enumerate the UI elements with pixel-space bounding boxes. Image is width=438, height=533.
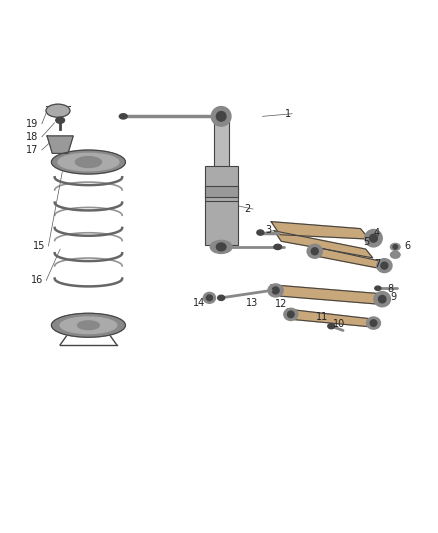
- Ellipse shape: [58, 154, 119, 171]
- Ellipse shape: [210, 240, 232, 254]
- Ellipse shape: [381, 262, 388, 269]
- Ellipse shape: [284, 308, 298, 320]
- Text: 3: 3: [265, 225, 271, 236]
- Polygon shape: [311, 246, 388, 270]
- Text: 16: 16: [31, 276, 43, 286]
- Text: 4: 4: [374, 228, 380, 238]
- Ellipse shape: [75, 157, 102, 167]
- Text: 2: 2: [244, 204, 251, 214]
- Ellipse shape: [393, 245, 397, 249]
- Text: 11: 11: [315, 312, 328, 322]
- Ellipse shape: [307, 244, 322, 258]
- Ellipse shape: [212, 107, 231, 126]
- Text: 1: 1: [285, 109, 291, 119]
- Text: 5: 5: [363, 237, 369, 247]
- Text: 18: 18: [26, 132, 39, 142]
- Ellipse shape: [268, 284, 283, 297]
- Polygon shape: [287, 309, 377, 327]
- Text: 12: 12: [275, 300, 287, 309]
- Ellipse shape: [206, 295, 212, 301]
- Ellipse shape: [216, 243, 226, 251]
- Bar: [205, 186, 238, 197]
- Text: 8: 8: [387, 284, 393, 294]
- Polygon shape: [274, 231, 373, 258]
- Text: 9: 9: [390, 292, 396, 302]
- Ellipse shape: [218, 295, 225, 301]
- Text: 7: 7: [374, 260, 380, 269]
- Ellipse shape: [78, 321, 99, 329]
- Bar: [205, 166, 238, 245]
- Ellipse shape: [328, 324, 335, 329]
- Text: 6: 6: [404, 240, 410, 251]
- Ellipse shape: [257, 230, 264, 235]
- Text: 17: 17: [26, 145, 39, 155]
- Ellipse shape: [311, 248, 318, 255]
- Ellipse shape: [60, 317, 117, 334]
- Text: 14: 14: [193, 298, 205, 309]
- Ellipse shape: [216, 111, 226, 121]
- Ellipse shape: [378, 295, 386, 303]
- Ellipse shape: [391, 244, 400, 251]
- Ellipse shape: [51, 150, 125, 174]
- Polygon shape: [47, 136, 73, 154]
- Polygon shape: [271, 285, 387, 305]
- Text: 13: 13: [246, 298, 258, 309]
- Ellipse shape: [46, 104, 70, 117]
- Ellipse shape: [375, 286, 381, 290]
- Ellipse shape: [56, 117, 64, 123]
- Text: 10: 10: [333, 319, 345, 329]
- Bar: [214, 116, 229, 171]
- Ellipse shape: [288, 311, 294, 318]
- Ellipse shape: [370, 235, 378, 242]
- Ellipse shape: [51, 313, 125, 337]
- Text: 19: 19: [26, 119, 39, 129]
- Ellipse shape: [391, 251, 400, 258]
- Ellipse shape: [367, 317, 381, 329]
- Ellipse shape: [119, 114, 127, 119]
- Text: 15: 15: [32, 241, 45, 251]
- Ellipse shape: [374, 292, 391, 307]
- Ellipse shape: [370, 320, 377, 326]
- Ellipse shape: [272, 287, 279, 294]
- Polygon shape: [271, 222, 369, 239]
- Ellipse shape: [274, 244, 282, 249]
- Ellipse shape: [377, 259, 392, 272]
- Ellipse shape: [365, 230, 382, 247]
- Ellipse shape: [203, 293, 215, 303]
